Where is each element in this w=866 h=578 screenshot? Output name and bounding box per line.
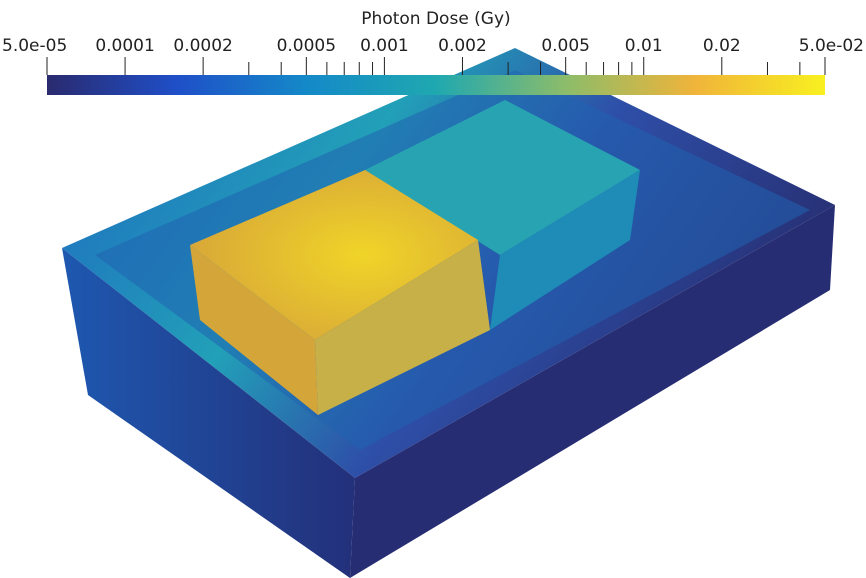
tick-label: 0.001 (360, 36, 409, 56)
colorbar-title: Photon Dose (Gy) (361, 9, 510, 29)
colorbar: Photon Dose (Gy) 5.0e-05 0.0001 0.0002 0.00… (0, 0, 866, 110)
viewport: Photon Dose (Gy) 5.0e-05 0.0001 0.0002 0.00… (0, 0, 866, 578)
tick-label: 0.02 (703, 36, 741, 56)
tick-label: 0.0001 (95, 36, 154, 56)
tick-label: 0.0002 (173, 36, 232, 56)
tick-label: 0.002 (438, 36, 487, 56)
tick-label: 5.0e-02 (799, 36, 864, 56)
tick-label: 0.01 (625, 36, 663, 56)
tick-label: 0.0005 (277, 36, 336, 56)
tick-label: 5.0e-05 (2, 36, 67, 56)
tick-label: 0.005 (541, 36, 590, 56)
colorbar-gradient (47, 75, 825, 95)
